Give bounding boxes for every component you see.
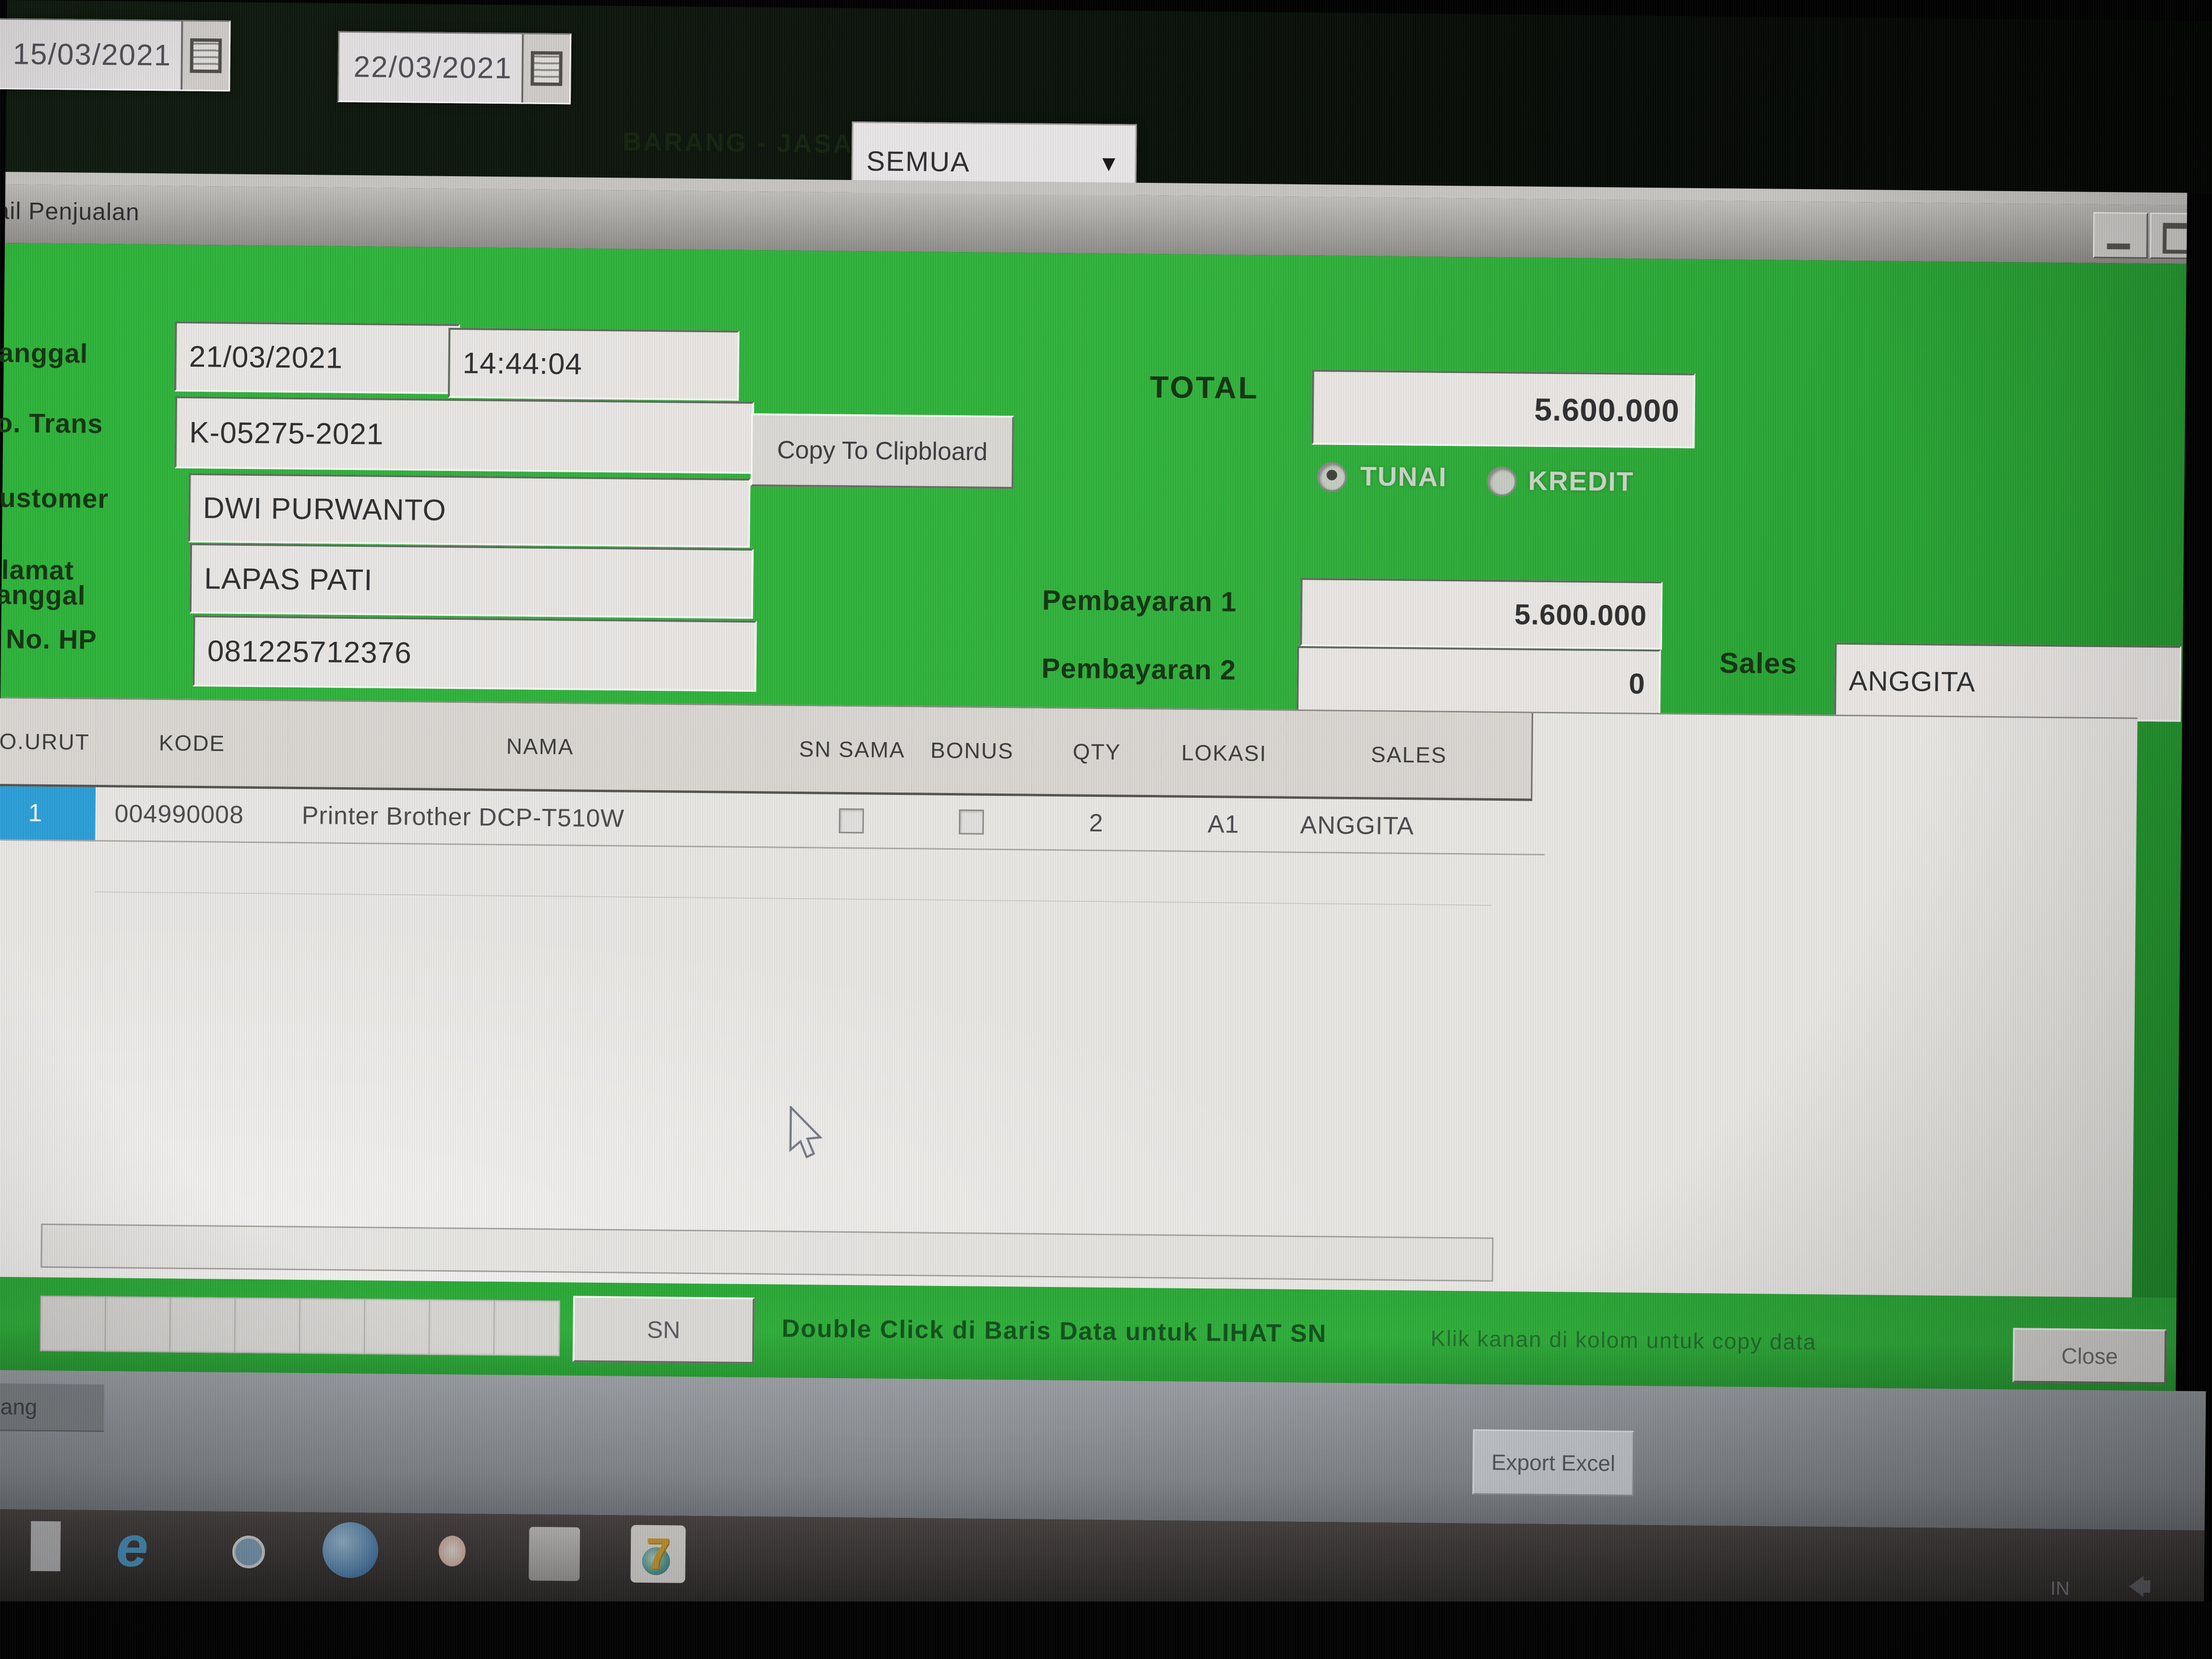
top-filter-band: 15/03/2021 22/03/2021 BARANG - JASA SEMU… bbox=[0, 0, 2212, 203]
date-from-calendar-button[interactable] bbox=[180, 21, 229, 90]
sn-sama-checkbox[interactable] bbox=[839, 808, 864, 834]
minimize-button[interactable] bbox=[2092, 212, 2148, 259]
items-grid[interactable]: NO.URUT KODE NAMA SN SAMA BONUS QTY LOKA… bbox=[0, 697, 2138, 1299]
seven-glyph: 7 bbox=[645, 1529, 671, 1578]
bonus-checkbox[interactable] bbox=[959, 809, 984, 835]
alamat-field[interactable]: LAPAS PATI bbox=[189, 543, 754, 619]
header-qty[interactable]: QTY bbox=[1032, 708, 1164, 798]
row-selector-cell[interactable]: 1 bbox=[0, 786, 96, 842]
header-bonus[interactable]: BONUS bbox=[912, 707, 1034, 796]
monitor-bezel bbox=[0, 1601, 2212, 1659]
mouse-cursor bbox=[789, 1106, 823, 1159]
sales-label: Sales bbox=[1719, 647, 1797, 680]
semua-dropdown-value: SEMUA bbox=[866, 145, 971, 178]
total-label: TOTAL bbox=[1149, 369, 1260, 406]
date-from-field[interactable]: 15/03/2021 bbox=[0, 18, 231, 92]
tray-language-indicator[interactable]: IN bbox=[2050, 1578, 2070, 1599]
header-nama[interactable]: NAMA bbox=[288, 701, 794, 794]
speaker-icon[interactable] bbox=[2129, 1575, 2151, 1597]
maximize-icon bbox=[2163, 223, 2188, 254]
header-lokasi[interactable]: LOKASI bbox=[1161, 709, 1288, 799]
no-trans-label: No. Trans bbox=[0, 407, 103, 439]
kredit-radio[interactable] bbox=[1487, 466, 1517, 497]
kredit-label[interactable]: KREDIT bbox=[1528, 465, 1635, 497]
nav-cell-4[interactable] bbox=[234, 1297, 301, 1354]
no-trans-field[interactable]: K-05275-2021 bbox=[174, 396, 754, 474]
row-nama-cell[interactable]: Printer Brother DCP-T510W bbox=[287, 789, 806, 849]
customer-label: Customer bbox=[0, 482, 109, 514]
right-click-hint: Klik kanan di kolom untuk copy data bbox=[1431, 1325, 1817, 1355]
tunai-radio[interactable] bbox=[1317, 462, 1347, 492]
jam-field[interactable]: 14:44:04 bbox=[448, 327, 740, 401]
sn-button[interactable]: SN bbox=[572, 1296, 755, 1364]
nav-cell-1[interactable] bbox=[39, 1295, 107, 1352]
pembayaran2-field[interactable]: 0 bbox=[1296, 646, 1661, 718]
minimize-icon bbox=[2107, 243, 2130, 250]
total-value: 5.600.000 bbox=[1534, 391, 1680, 429]
chevron-down-icon[interactable]: ▼ bbox=[1097, 150, 1120, 176]
header-sn-sama[interactable]: SN SAMA bbox=[792, 706, 914, 795]
row-qty-cell[interactable]: 2 bbox=[1031, 796, 1162, 852]
row-lokasi-cell[interactable]: A1 bbox=[1161, 797, 1286, 853]
nav-cell-7[interactable] bbox=[428, 1299, 495, 1356]
date-to-calendar-button[interactable] bbox=[521, 34, 570, 103]
row-bonus-cell[interactable] bbox=[911, 795, 1032, 851]
window-title: Detail Penjualan bbox=[5, 197, 140, 226]
no-hp-label: No. HP bbox=[5, 624, 97, 655]
sales-value: ANGGITA bbox=[1849, 665, 1976, 697]
no-hp-field[interactable]: 081225712376 bbox=[192, 615, 757, 692]
nav-cell-3[interactable] bbox=[169, 1297, 236, 1353]
nav-cell-2[interactable] bbox=[104, 1296, 171, 1353]
seven-launcher-icon[interactable]: 7 bbox=[630, 1525, 686, 1583]
jam-value: 14:44:04 bbox=[462, 346, 583, 381]
customer-value: DWI PURWANTO bbox=[203, 491, 446, 527]
alamat-value: LAPAS PATI bbox=[204, 562, 373, 597]
sales-field[interactable]: ANGGITA bbox=[1834, 642, 2182, 722]
no-trans-value: K-05275-2021 bbox=[189, 416, 384, 451]
double-click-hint: Double Click di Baris Data untuk LIHAT S… bbox=[781, 1314, 1327, 1348]
pembayaran2-label: Pembayaran 2 bbox=[1041, 652, 1237, 686]
no-hp-value: 081225712376 bbox=[207, 634, 412, 670]
tunai-label[interactable]: TUNAI bbox=[1360, 461, 1447, 492]
alamat-label: Alamat bbox=[0, 554, 74, 586]
nav-cell-6[interactable] bbox=[363, 1298, 430, 1355]
row-kode-cell[interactable]: 004990008 bbox=[95, 787, 307, 844]
pembayaran1-label: Pembayaran 1 bbox=[1042, 584, 1237, 618]
background-tab[interactable]: ang bbox=[0, 1383, 105, 1432]
tanggal-value: 21/03/2021 bbox=[189, 340, 343, 375]
date-to-field[interactable]: 22/03/2021 bbox=[337, 31, 572, 105]
background-tab-label: ang bbox=[0, 1394, 37, 1419]
background-window-area: ang Export Excel bbox=[0, 1370, 2206, 1531]
barang-jasa-label: BARANG - JASA bbox=[622, 127, 854, 159]
maximize-button[interactable] bbox=[2149, 212, 2188, 260]
calendar-icon bbox=[530, 51, 563, 86]
calendar-icon bbox=[190, 38, 222, 73]
header-no-urut[interactable]: NO.URUT bbox=[0, 698, 98, 787]
customer-field[interactable]: DWI PURWANTO bbox=[188, 473, 751, 548]
copy-to-clipboard-button[interactable]: Copy To Clipbloard bbox=[750, 413, 1014, 489]
header-kode[interactable]: KODE bbox=[96, 699, 290, 789]
date-to-value[interactable]: 22/03/2021 bbox=[353, 50, 513, 85]
internet-explorer-icon[interactable]: e bbox=[116, 1514, 149, 1579]
row-sn-sama-cell[interactable] bbox=[791, 793, 912, 850]
pembayaran1-value: 5.600.000 bbox=[1514, 598, 1647, 632]
pembayaran2-value: 0 bbox=[1628, 667, 1646, 700]
close-button[interactable]: Close bbox=[2012, 1328, 2167, 1384]
taskbar-start-icon[interactable] bbox=[30, 1521, 61, 1572]
grey-app-icon[interactable] bbox=[529, 1527, 580, 1581]
header-sales[interactable]: SALES bbox=[1286, 710, 1533, 801]
total-field: 5.600.000 bbox=[1311, 370, 1695, 448]
row-sales-cell[interactable]: ANGGITA bbox=[1285, 798, 1546, 855]
date-from-value[interactable]: 15/03/2021 bbox=[12, 37, 172, 72]
export-excel-button[interactable]: Export Excel bbox=[1472, 1429, 1635, 1496]
nav-cell-8[interactable] bbox=[493, 1299, 560, 1357]
nav-cell-5[interactable] bbox=[299, 1298, 365, 1355]
pembayaran1-field[interactable]: 5.600.000 bbox=[1300, 577, 1663, 650]
tanggal-field[interactable]: 21/03/2021 bbox=[174, 321, 460, 395]
tanggal-label-top: Tanggal bbox=[0, 337, 88, 369]
browser-blue-icon[interactable] bbox=[322, 1522, 379, 1578]
